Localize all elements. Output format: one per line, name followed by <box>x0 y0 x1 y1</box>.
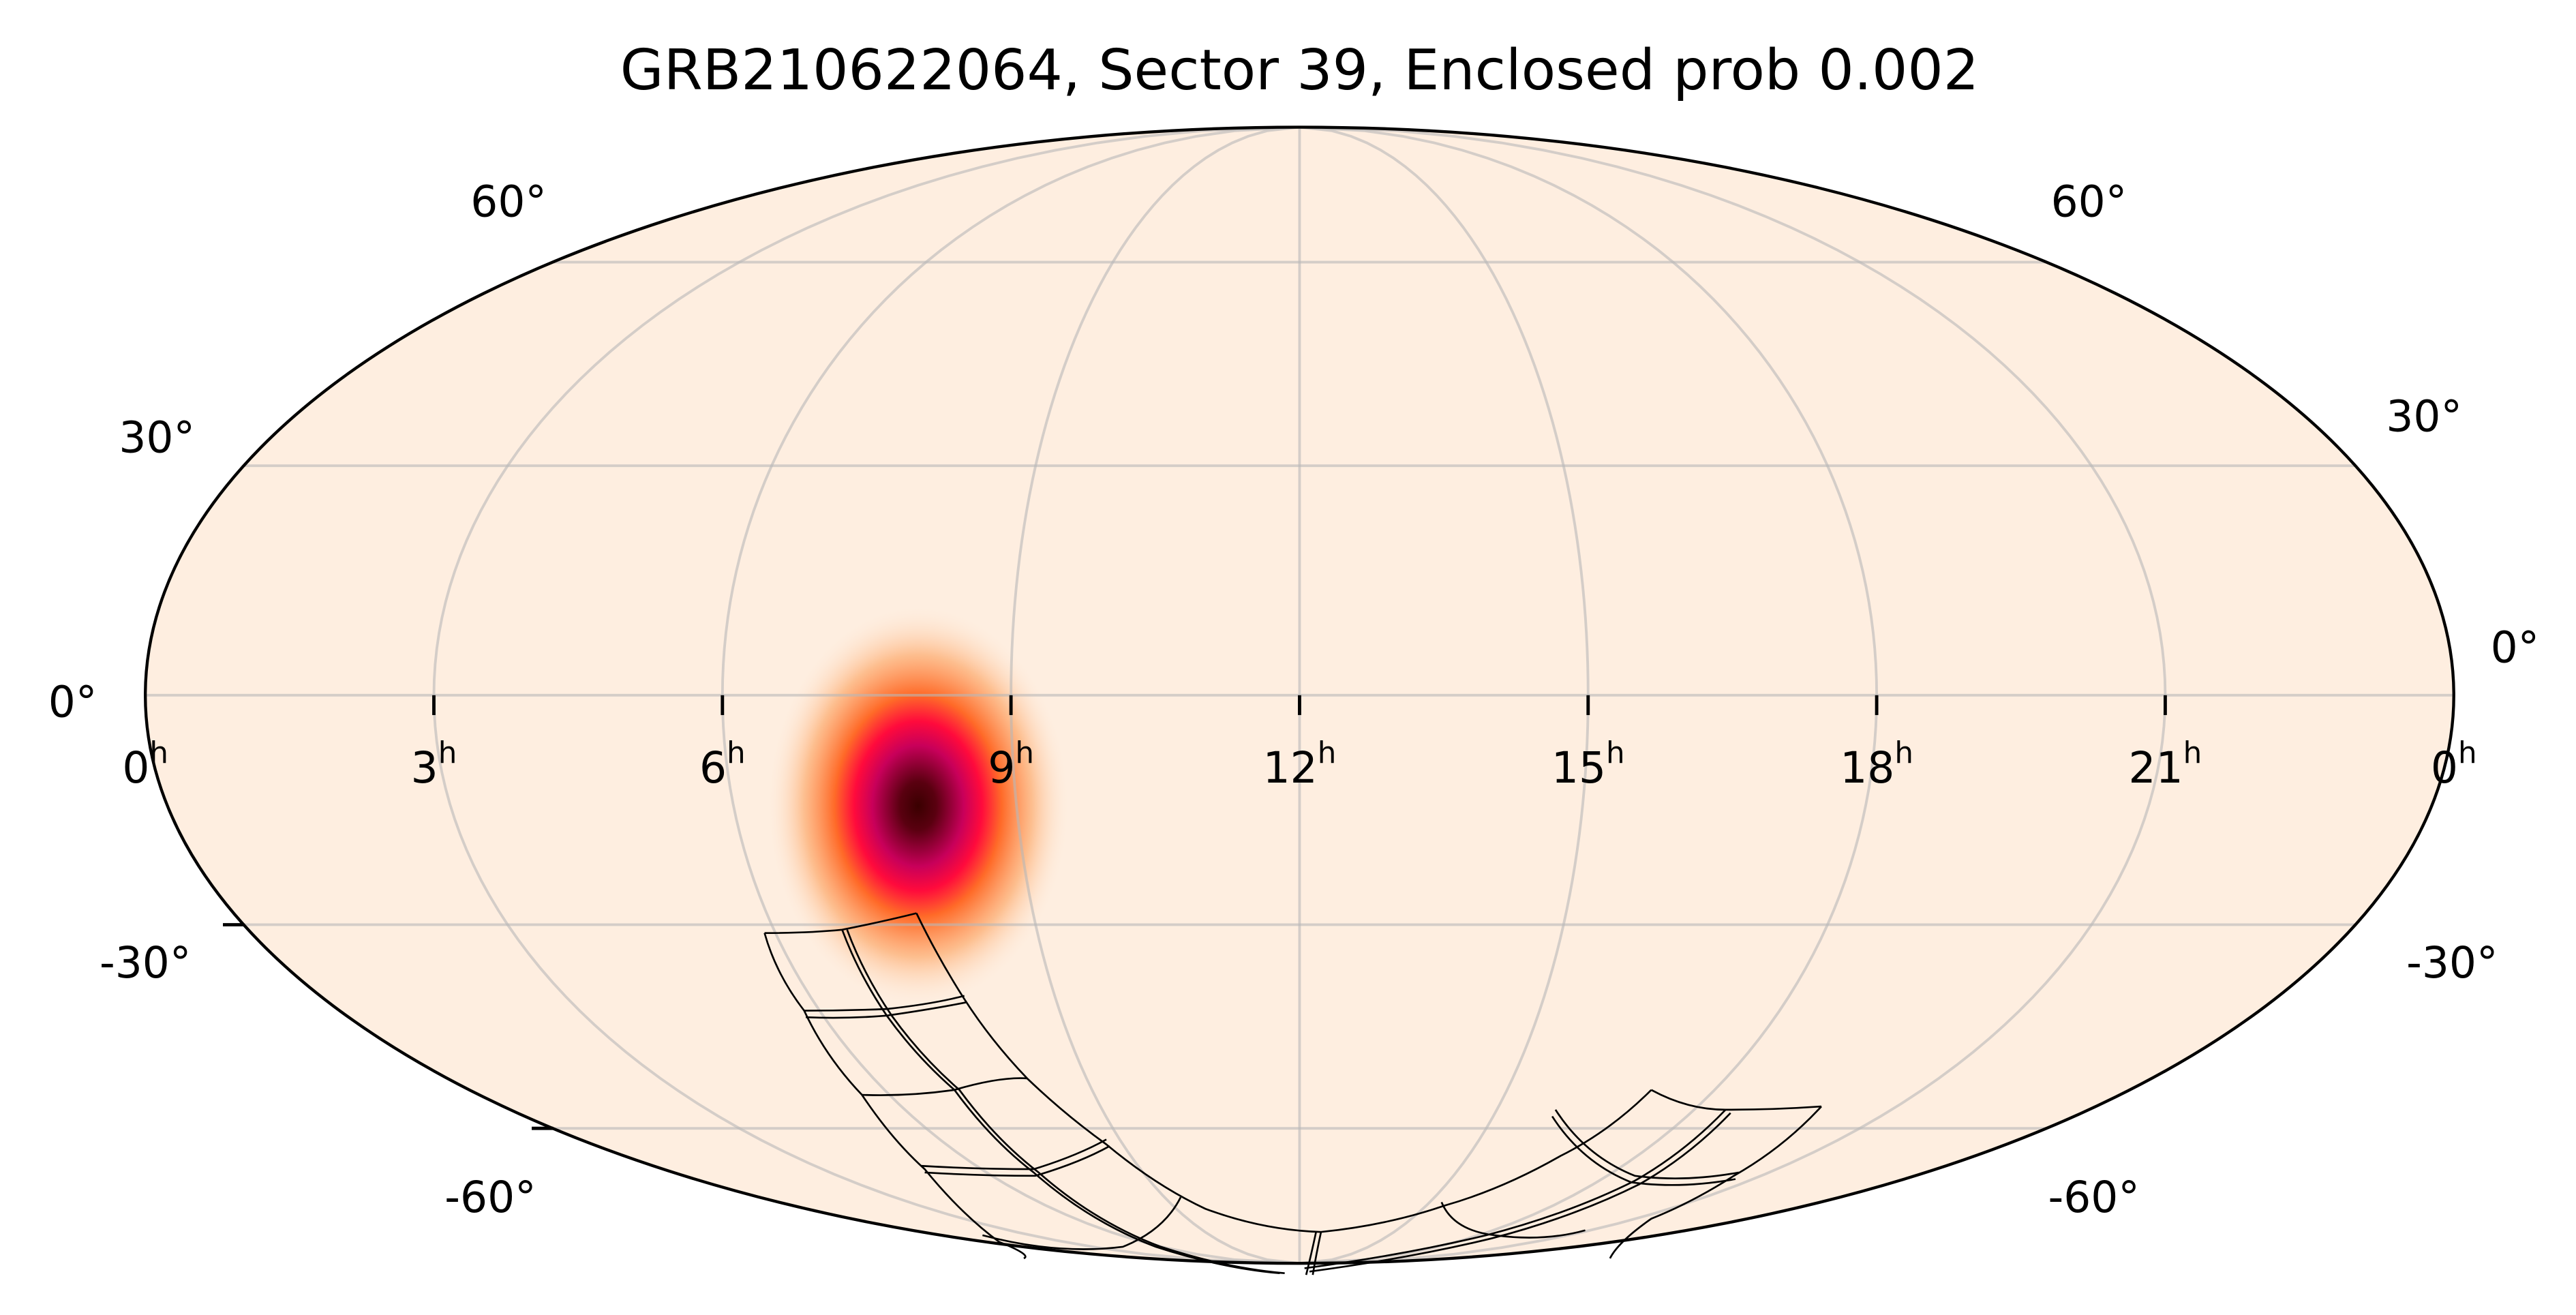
ra-tick-unit: h <box>1894 736 1913 770</box>
ra-tick-unit: h <box>1318 736 1337 770</box>
dec-label-right: 60° <box>2051 177 2127 226</box>
dec-label-right: -30° <box>2406 938 2498 988</box>
ra-tick-label: 3h <box>411 736 457 793</box>
footprint-edge <box>1650 1089 1822 1111</box>
ra-tick-label: 15h <box>1551 736 1625 793</box>
footprint-edge <box>862 1077 1027 1096</box>
axis-ticks <box>223 695 2167 1130</box>
sky-boundary <box>143 125 2455 1265</box>
dec-label-left: 60° <box>470 177 547 226</box>
dec-label-left: 0° <box>48 677 97 727</box>
footprint-edge <box>804 995 965 1012</box>
ra-tick-value: 9 <box>988 743 1015 793</box>
ra-tick-value: 15 <box>1551 743 1606 793</box>
dec-label-left: -60° <box>444 1173 536 1222</box>
ra-tick-label: 9h <box>988 736 1034 793</box>
footprint-edge <box>1554 1109 1740 1179</box>
dec-label-left: -30° <box>100 938 191 988</box>
ra-tick-unit: h <box>438 736 457 770</box>
chart-title: GRB210622064, Sector 39, Enclosed prob 0… <box>620 38 1979 103</box>
footprint-edge <box>982 1196 1182 1250</box>
ra-tick-label: 21h <box>2129 736 2202 793</box>
ra-tick-unit: h <box>1606 736 1625 770</box>
footprint-edge <box>1551 1115 1736 1186</box>
ra-tick-unit: h <box>727 736 746 770</box>
footprint-edge <box>1440 1202 1586 1239</box>
ra-tick-label: 6h <box>699 736 746 793</box>
footprint-edge <box>915 913 1321 1233</box>
dec-label-right: -60° <box>2048 1173 2139 1222</box>
sector-footprint <box>763 912 1822 1275</box>
ra-tick-unit: h <box>149 736 168 770</box>
dec-label-right: 0° <box>2491 622 2540 672</box>
footprint-edge <box>1320 1089 1652 1233</box>
ra-tick-value: 6 <box>699 743 727 793</box>
ra-tick-value: 0 <box>122 743 149 793</box>
ra-tick-value: 12 <box>1263 743 1318 793</box>
probability-blob <box>766 604 1070 1008</box>
footprint-edge <box>763 933 1027 1260</box>
footprint-edge <box>806 1001 967 1019</box>
dec-label-left: 30° <box>119 413 195 463</box>
dec-label-right: 30° <box>2386 391 2462 441</box>
footprint-edge <box>924 1145 1110 1177</box>
ra-tick-unit: h <box>2458 736 2477 770</box>
ra-tick-label: 12h <box>1263 736 1337 793</box>
footprint-edge <box>1609 1106 1822 1259</box>
ra-tick-value: 0 <box>2431 743 2458 793</box>
footprint-edge <box>1305 1231 1322 1275</box>
footprint-edge <box>1309 1112 1731 1273</box>
footprint-edge <box>764 912 917 935</box>
ra-tick-label: 0h <box>2431 736 2477 793</box>
ra-tick-label: 18h <box>1840 736 1913 793</box>
ra-tick-value: 21 <box>2129 743 2183 793</box>
ra-tick-value: 3 <box>411 743 438 793</box>
ra-tick-label: 0h <box>122 736 168 793</box>
ra-tick-value: 18 <box>1840 743 1894 793</box>
ra-tick-unit: h <box>2183 736 2202 770</box>
footprint-edge <box>921 1138 1107 1170</box>
footprint-edge <box>1304 1108 1727 1269</box>
ra-tick-unit: h <box>1015 736 1034 770</box>
